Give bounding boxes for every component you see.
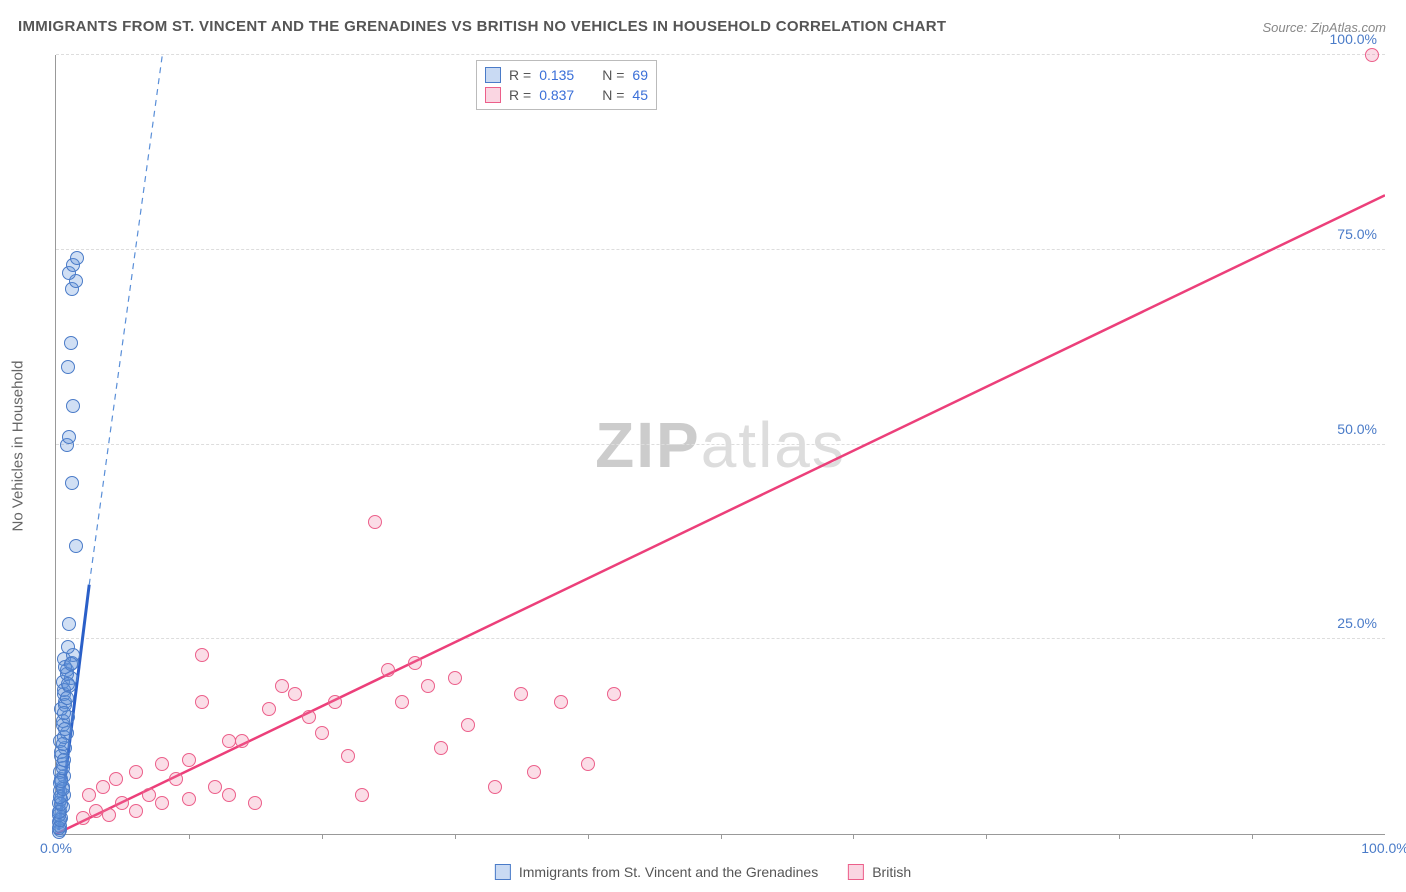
data-point-pink (102, 808, 116, 822)
data-point-blue (62, 617, 76, 631)
swatch-blue-icon (485, 67, 501, 83)
data-point-blue (66, 399, 80, 413)
data-point-pink (581, 757, 595, 771)
data-point-pink (89, 804, 103, 818)
x-minor-tick (455, 834, 456, 839)
x-minor-tick (189, 834, 190, 839)
data-point-pink (222, 788, 236, 802)
data-point-blue (64, 657, 78, 671)
legend-item-pink: British (848, 864, 911, 880)
data-point-blue (57, 706, 71, 720)
legend: Immigrants from St. Vincent and the Gren… (495, 864, 911, 880)
data-point-pink (129, 804, 143, 818)
data-point-blue (58, 722, 72, 736)
data-point-pink (514, 687, 528, 701)
swatch-pink-icon (485, 87, 501, 103)
legend-swatch-blue-icon (495, 864, 511, 880)
data-point-pink (607, 687, 621, 701)
stats-box: R = 0.135 N = 69 R = 0.837 N = 45 (476, 60, 657, 110)
data-point-blue (54, 774, 68, 788)
data-point-pink (115, 796, 129, 810)
data-point-pink (302, 710, 316, 724)
data-point-blue (65, 476, 79, 490)
legend-label-pink: British (872, 864, 911, 880)
data-point-pink (155, 757, 169, 771)
data-point-pink (381, 663, 395, 677)
data-point-blue (61, 360, 75, 374)
data-point-pink (288, 687, 302, 701)
y-tick-100: 100.0% (1330, 31, 1377, 47)
legend-swatch-pink-icon (848, 864, 864, 880)
data-point-pink (182, 792, 196, 806)
x-tick-0: 0.0% (40, 840, 72, 856)
data-point-blue (61, 640, 75, 654)
data-point-pink (395, 695, 409, 709)
data-point-pink (169, 772, 183, 786)
data-point-pink (448, 671, 462, 685)
x-minor-tick (986, 834, 987, 839)
data-point-pink (341, 749, 355, 763)
data-point-pink (275, 679, 289, 693)
data-point-pink (109, 772, 123, 786)
data-point-blue (61, 677, 75, 691)
data-point-pink (235, 734, 249, 748)
data-point-pink (355, 788, 369, 802)
data-point-blue (64, 336, 78, 350)
legend-item-blue: Immigrants from St. Vincent and the Gren… (495, 864, 818, 880)
x-minor-tick (1252, 834, 1253, 839)
gridline-25 (56, 638, 1385, 639)
y-tick-50: 50.0% (1337, 421, 1377, 437)
data-point-pink (182, 753, 196, 767)
data-point-pink (208, 780, 222, 794)
y-tick-75: 75.0% (1337, 226, 1377, 242)
legend-label-blue: Immigrants from St. Vincent and the Gren… (519, 864, 818, 880)
data-point-blue (62, 430, 76, 444)
data-point-pink (96, 780, 110, 794)
gridline-75 (56, 249, 1385, 250)
data-point-blue (56, 737, 70, 751)
data-point-pink (262, 702, 276, 716)
data-point-pink (527, 765, 541, 779)
x-minor-tick (322, 834, 323, 839)
data-point-pink (368, 515, 382, 529)
data-point-pink (248, 796, 262, 810)
data-point-pink (434, 741, 448, 755)
stats-row-pink: R = 0.837 N = 45 (485, 85, 648, 105)
data-point-pink (222, 734, 236, 748)
y-axis-label: No Vehicles in Household (10, 361, 27, 532)
x-minor-tick (1119, 834, 1120, 839)
data-point-pink (195, 648, 209, 662)
stats-row-blue: R = 0.135 N = 69 (485, 65, 648, 85)
data-point-pink (82, 788, 96, 802)
watermark: ZIPatlas (595, 408, 846, 482)
data-point-blue (69, 539, 83, 553)
data-point-pink (421, 679, 435, 693)
data-point-pink (554, 695, 568, 709)
gridline-100 (56, 54, 1385, 55)
gridline-50 (56, 444, 1385, 445)
x-minor-tick (588, 834, 589, 839)
plot-area: ZIPatlas 25.0% 50.0% 75.0% 100.0% 0.0% 1… (55, 55, 1385, 835)
y-tick-25: 25.0% (1337, 615, 1377, 631)
data-point-pink (195, 695, 209, 709)
data-point-pink (488, 780, 502, 794)
x-tick-100: 100.0% (1361, 840, 1406, 856)
chart-title: IMMIGRANTS FROM ST. VINCENT AND THE GREN… (18, 18, 946, 35)
x-minor-tick (853, 834, 854, 839)
data-point-pink (155, 796, 169, 810)
data-point-pink (461, 718, 475, 732)
data-point-pink (328, 695, 342, 709)
data-point-pink (315, 726, 329, 740)
trend-lines (56, 55, 1385, 834)
x-minor-tick (721, 834, 722, 839)
data-point-pink (408, 656, 422, 670)
data-point-pink (142, 788, 156, 802)
data-point-pink (76, 811, 90, 825)
data-point-pink (129, 765, 143, 779)
data-point-blue (57, 753, 71, 767)
data-point-blue (70, 251, 84, 265)
data-point-pink (1365, 48, 1379, 62)
data-point-blue (60, 691, 74, 705)
